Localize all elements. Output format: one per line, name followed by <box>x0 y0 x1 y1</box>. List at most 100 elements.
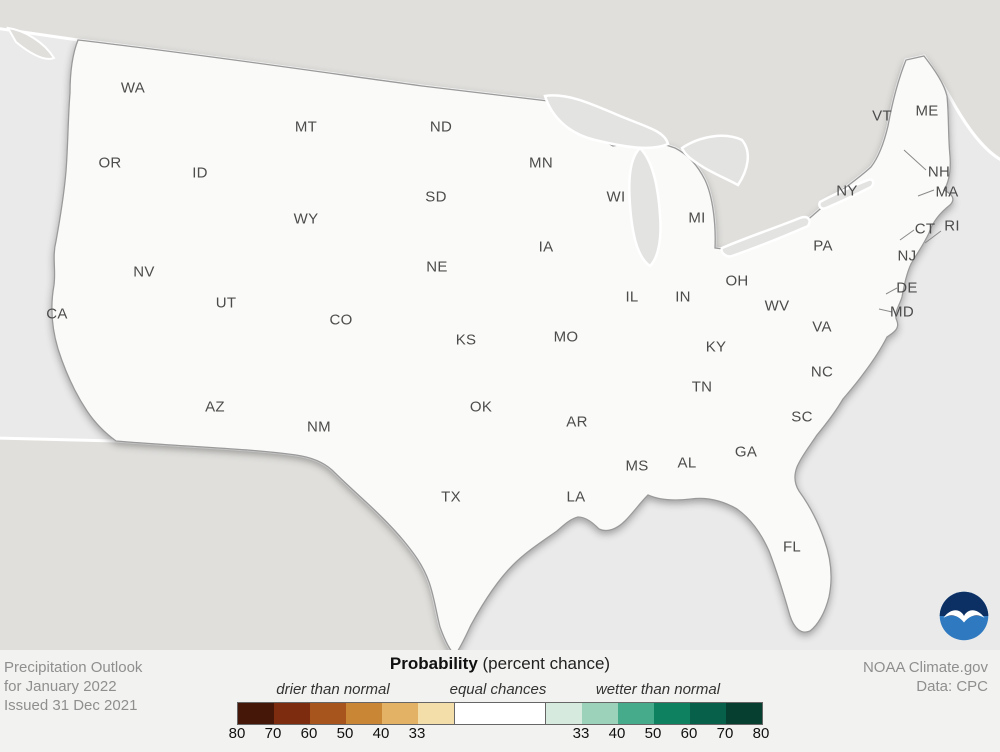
state-label-mo: MO <box>554 329 579 346</box>
legend-swatch-drier-50 <box>346 703 382 724</box>
legend-swatch-wetter-60 <box>654 703 690 724</box>
state-labels: WA OR CA NV ID UT AZ MT WY CO NM ND SD N… <box>46 80 960 556</box>
legend-tick-wetter-40: 40 <box>608 725 626 742</box>
state-label-ne: NE <box>426 259 447 276</box>
state-label-ma: MA <box>935 184 958 201</box>
noaa-logo <box>939 591 989 641</box>
legend-swatch-wetter-33 <box>546 703 582 724</box>
legend-tick-wetter-70: 70 <box>716 725 734 742</box>
legend-category-equal: equal chances <box>449 681 547 698</box>
legend-swatch-drier-80 <box>238 703 274 724</box>
state-label-mt: MT <box>295 119 317 136</box>
legend-category-wetter: wetter than normal <box>595 681 721 698</box>
legend-swatch-drier-33 <box>418 703 454 724</box>
state-label-pa: PA <box>813 238 833 255</box>
lake-erie <box>720 215 811 258</box>
noaa-logo-top <box>939 591 989 616</box>
outlook-caption-line1: Precipitation Outlook <box>4 659 143 676</box>
state-label-oh: OH <box>725 273 748 290</box>
state-label-fl: FL <box>783 539 801 556</box>
legend-tick-drier-60: 60 <box>300 725 318 742</box>
credit-source: NOAA Climate.gov <box>862 659 988 676</box>
state-label-co: CO <box>329 312 352 329</box>
state-label-or: OR <box>98 155 121 172</box>
lake-ontario <box>818 178 875 210</box>
legend-tick-drier-40: 40 <box>372 725 390 742</box>
state-label-nd: ND <box>430 119 452 136</box>
state-label-wv: WV <box>765 298 790 315</box>
state-label-ca: CA <box>46 306 67 323</box>
state-label-ms: MS <box>625 458 648 475</box>
outlook-caption-line2: for January 2022 <box>4 678 117 695</box>
legend-panel: Precipitation Outlook for January 2022 I… <box>0 650 1000 752</box>
state-label-la: LA <box>567 489 586 506</box>
outlook-caption: Precipitation Outlook for January 2022 I… <box>4 658 142 715</box>
state-label-il: IL <box>625 289 638 306</box>
legend-title-rest: (percent chance) <box>477 654 611 673</box>
state-label-id: ID <box>192 165 208 182</box>
state-label-nh: NH <box>928 164 950 181</box>
legend-tick-wetter-80: 80 <box>752 725 770 742</box>
state-label-wi: WI <box>607 189 626 206</box>
state-label-md: MD <box>890 304 914 321</box>
outlook-caption-line3: Issued 31 Dec 2021 <box>4 697 138 714</box>
state-label-de: DE <box>896 280 917 297</box>
state-label-wy: WY <box>294 211 319 228</box>
state-label-mn: MN <box>529 155 553 172</box>
lake-huron <box>680 134 750 187</box>
state-label-wa: WA <box>121 80 145 97</box>
credit-data-source: Data: CPC <box>916 678 988 695</box>
state-label-ks: KS <box>456 332 477 349</box>
state-label-nc: NC <box>811 364 833 381</box>
lake-michigan <box>628 146 662 268</box>
state-label-tn: TN <box>692 379 713 396</box>
state-label-ia: IA <box>539 239 554 256</box>
state-label-ok: OK <box>470 399 492 416</box>
legend-tick-wetter-33: 33 <box>572 725 590 742</box>
state-label-ga: GA <box>735 444 757 461</box>
legend-swatch-equal-chances <box>454 703 546 724</box>
lake-superior <box>543 94 670 150</box>
legend-swatch-drier-70 <box>274 703 310 724</box>
state-label-nm: NM <box>307 419 331 436</box>
legend-title-bold: Probability <box>389 654 478 673</box>
state-label-nj: NJ <box>898 248 917 265</box>
legend-category-drier: drier than normal <box>276 681 390 698</box>
state-label-ri: RI <box>944 218 960 235</box>
state-label-ut: UT <box>216 295 237 312</box>
noaa-logo-bird <box>943 610 985 623</box>
state-label-in: IN <box>675 289 691 306</box>
state-label-nv: NV <box>133 264 154 281</box>
state-leader-lines <box>878 149 942 313</box>
legend-tick-wetter-60: 60 <box>680 725 698 742</box>
state-label-vt: VT <box>872 108 892 125</box>
legend-color-bar <box>237 702 763 725</box>
state-label-al: AL <box>678 455 697 472</box>
legend-tick-wetter-50: 50 <box>644 725 662 742</box>
credit-block: NOAA Climate.gov Data: CPC <box>863 658 988 696</box>
legend-tick-drier-70: 70 <box>264 725 282 742</box>
legend-swatch-drier-40 <box>382 703 418 724</box>
legend-tick-drier-33: 33 <box>408 725 426 742</box>
legend-swatch-wetter-80 <box>726 703 762 724</box>
legend-tick-drier-80: 80 <box>228 725 246 742</box>
legend-swatch-wetter-50 <box>618 703 654 724</box>
state-label-tx: TX <box>441 489 461 506</box>
vancouver-island <box>6 26 56 60</box>
state-label-az: AZ <box>205 399 225 416</box>
us-outlook-map: WA OR CA NV ID UT AZ MT WY CO NM ND SD N… <box>0 0 1000 655</box>
legend-tick-drier-50: 50 <box>336 725 354 742</box>
state-label-ny: NY <box>836 183 857 200</box>
legend-swatch-wetter-40 <box>582 703 618 724</box>
state-label-sd: SD <box>425 189 446 206</box>
state-label-mi: MI <box>688 210 705 227</box>
state-label-ar: AR <box>566 414 587 431</box>
state-label-sc: SC <box>791 409 812 426</box>
great-lakes <box>543 94 875 268</box>
legend-title: Probability (percent chance) <box>0 654 1000 674</box>
state-label-ct: CT <box>915 221 936 238</box>
legend-swatch-wetter-70 <box>690 703 726 724</box>
state-label-me: ME <box>915 103 938 120</box>
state-label-va: VA <box>812 319 832 336</box>
